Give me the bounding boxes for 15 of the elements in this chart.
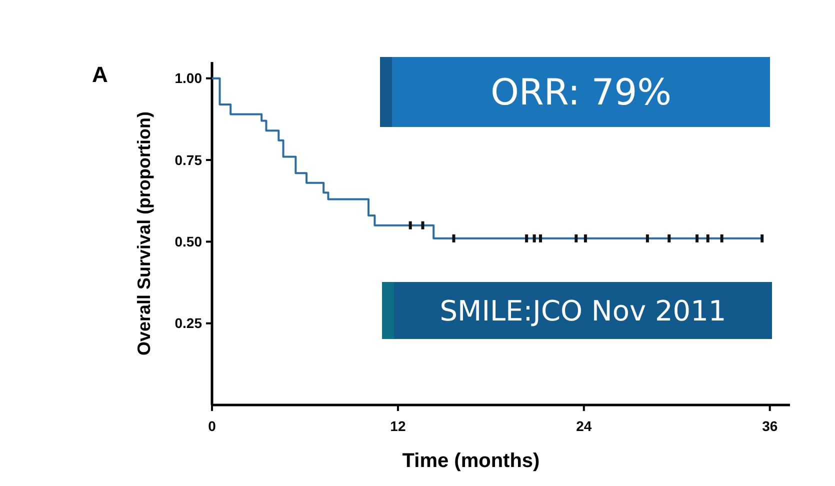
annotation: SMILE:JCO Nov 2011 (440, 294, 726, 328)
label-box: SMILE:JCO Nov 2011 (382, 282, 772, 339)
annotation: ORR: 79% (490, 72, 672, 114)
y-tick-label: 0.25 (174, 315, 202, 332)
x-tick-label: 36 (762, 418, 778, 434)
y-tick-label: 0.75 (174, 152, 202, 168)
label-box: ORR: 79% (380, 57, 770, 127)
y-tick-label: 0.50 (174, 234, 202, 250)
x-tick-label: 24 (576, 418, 592, 434)
y-axis-title: Overall Survival (proportion) (134, 111, 154, 356)
x-tick-label: 12 (390, 418, 406, 434)
x-tick-label: 0 (208, 418, 216, 434)
y-tick-label: 1.00 (174, 70, 202, 86)
text: A (92, 62, 108, 87)
x-axis-title: Time (months) (402, 450, 540, 472)
